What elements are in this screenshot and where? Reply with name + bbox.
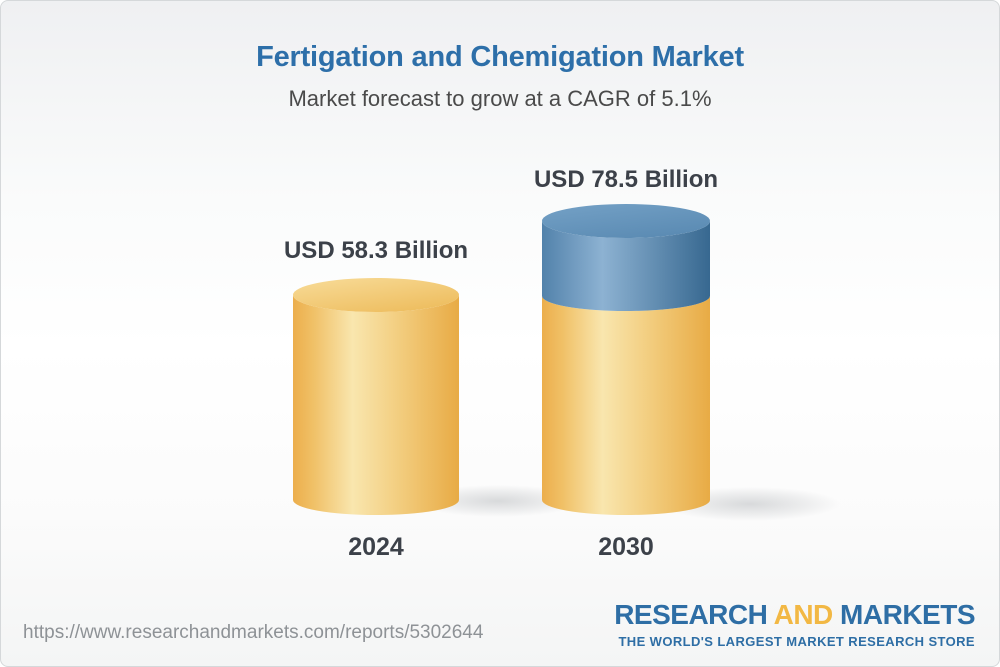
axis-label-2030: 2030 — [598, 533, 654, 561]
chart-subtitle: Market forecast to grow at a CAGR of 5.1… — [288, 86, 712, 111]
axis-label-2024: 2024 — [348, 533, 404, 561]
value-label-2030: USD 78.5 Billion — [533, 166, 719, 193]
header: Fertigation and Chemigation Market Marke… — [1, 1, 999, 112]
bar-2024-top — [293, 278, 459, 312]
logo-wordmark: RESEARCH AND MARKETS — [614, 601, 975, 629]
bar-2030-growth-segment — [542, 221, 710, 311]
logo-word-and: AND — [773, 599, 834, 630]
bar-2030-top — [542, 204, 710, 238]
logo-word-research: RESEARCH — [614, 599, 768, 630]
report-url: https://www.researchandmarkets.com/repor… — [23, 622, 484, 643]
value-label-2024: USD 58.3 Billion — [283, 237, 469, 264]
logo-word-markets: MARKETS — [840, 599, 975, 630]
bar-2024 — [293, 278, 459, 515]
logo-tagline: THE WORLD'S LARGEST MARKET RESEARCH STOR… — [618, 634, 975, 649]
research-and-markets-logo: RESEARCH AND MARKETS THE WORLD'S LARGEST… — [614, 601, 975, 649]
bar-2030 — [542, 204, 710, 515]
bar-2030-base-segment — [542, 296, 710, 515]
bar-2024-body — [293, 295, 459, 515]
chart-title: Fertigation and Chemigation Market — [256, 41, 744, 73]
